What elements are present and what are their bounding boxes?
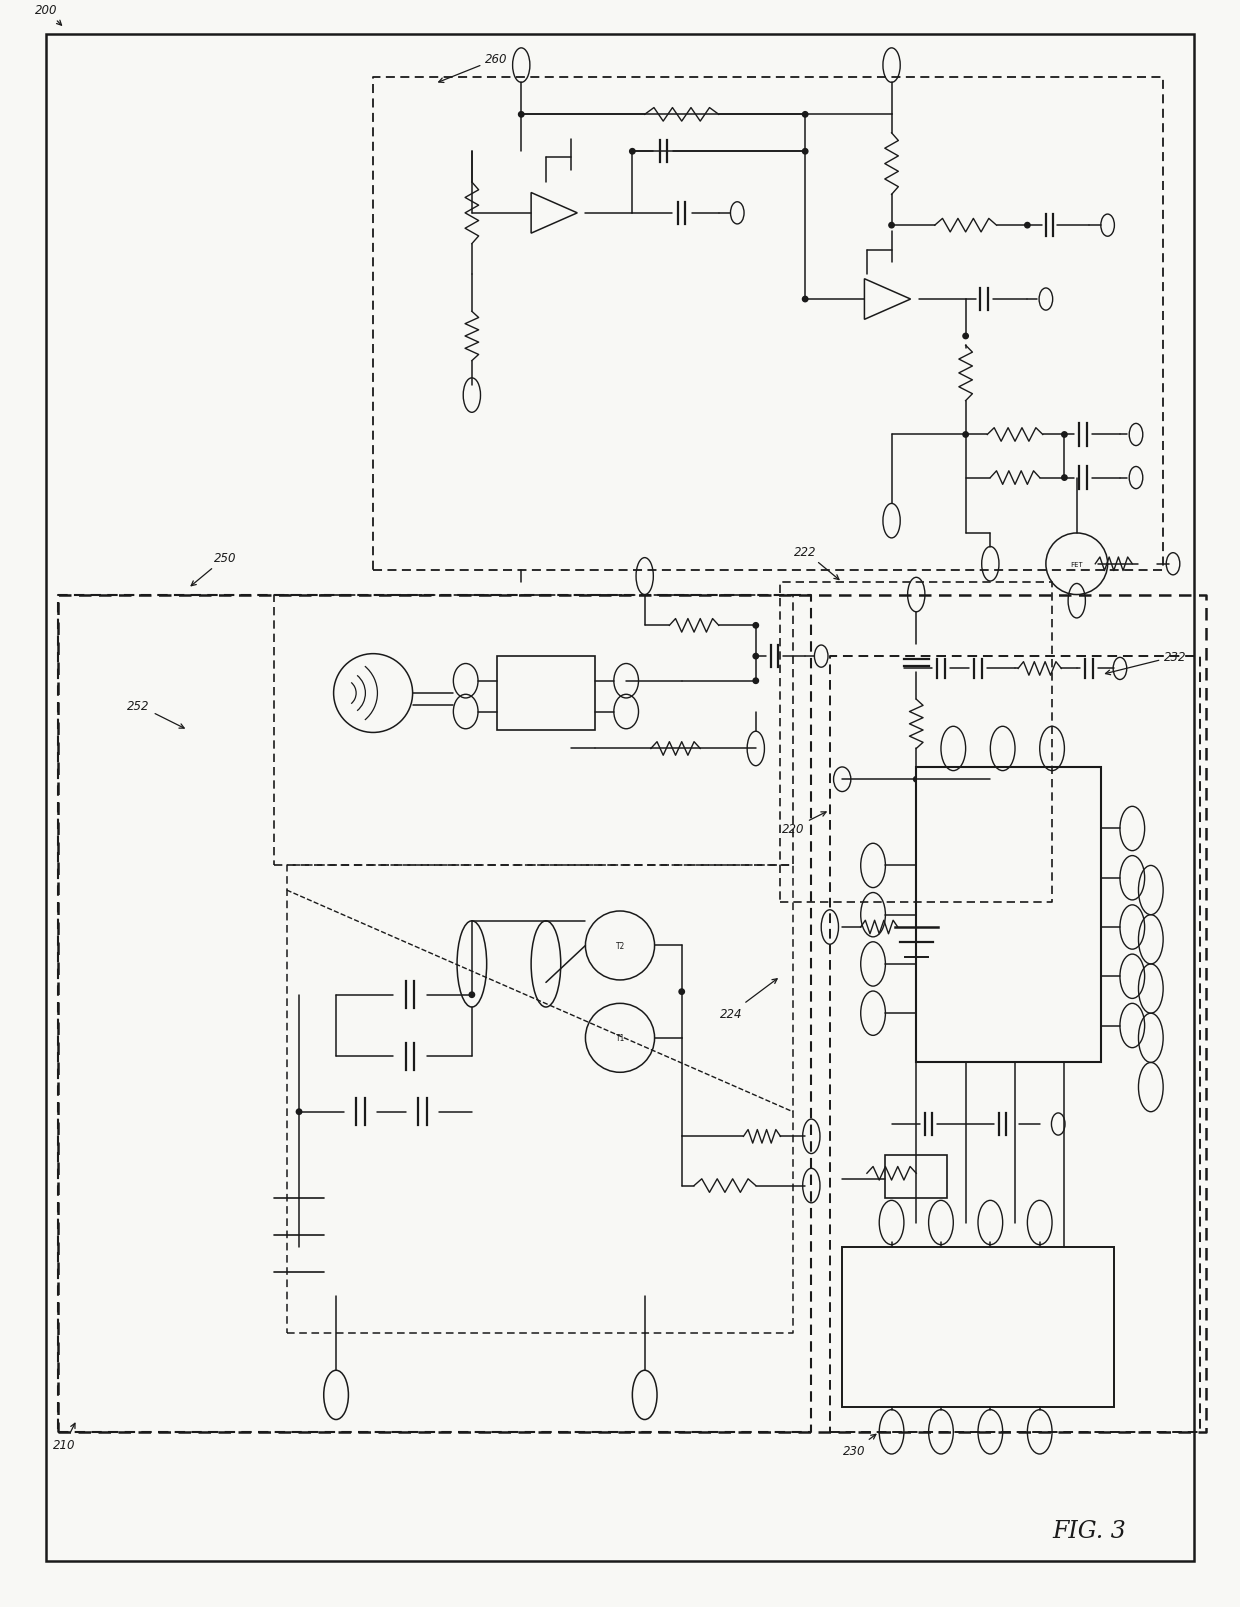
Text: 210: 210 <box>53 1424 76 1451</box>
Bar <box>885 1155 947 1199</box>
Text: FET: FET <box>1070 561 1083 567</box>
Circle shape <box>630 149 635 154</box>
Circle shape <box>680 990 684 995</box>
Circle shape <box>296 1109 301 1115</box>
Circle shape <box>1061 476 1068 480</box>
Circle shape <box>963 432 968 439</box>
Text: 200: 200 <box>35 5 62 26</box>
Circle shape <box>802 149 808 154</box>
Circle shape <box>802 112 808 117</box>
Circle shape <box>753 678 759 685</box>
Text: 232: 232 <box>1106 651 1187 675</box>
Bar <box>916 768 1101 1062</box>
Circle shape <box>963 334 968 339</box>
Text: 260: 260 <box>439 53 508 84</box>
Circle shape <box>914 778 919 783</box>
Circle shape <box>469 993 475 998</box>
Text: T2: T2 <box>615 942 625 950</box>
Text: 250: 250 <box>191 551 237 587</box>
Text: T1: T1 <box>615 1033 625 1043</box>
Text: 220: 220 <box>781 813 826 836</box>
Text: 252: 252 <box>128 699 185 728</box>
Text: 222: 222 <box>794 546 839 580</box>
Bar <box>496 657 595 731</box>
Text: FIG. 3: FIG. 3 <box>1053 1519 1126 1541</box>
Circle shape <box>802 297 808 302</box>
Circle shape <box>889 223 894 228</box>
Circle shape <box>518 112 525 117</box>
Text: 224: 224 <box>720 979 777 1020</box>
Circle shape <box>1024 223 1030 228</box>
Circle shape <box>753 624 759 628</box>
Circle shape <box>1061 432 1068 439</box>
Circle shape <box>753 654 759 659</box>
Bar <box>842 1247 1114 1408</box>
Text: 230: 230 <box>843 1435 875 1458</box>
